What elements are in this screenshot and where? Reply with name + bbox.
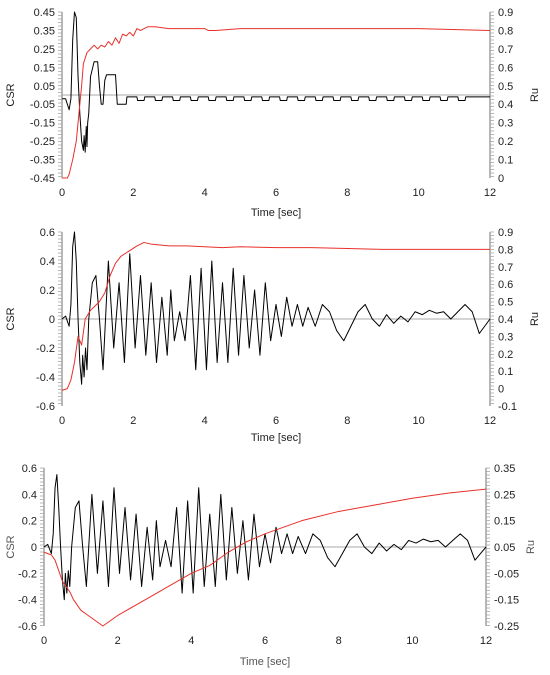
chart-3-y2-axis-title: Ru bbox=[525, 540, 537, 554]
chart-3-y-tick-label: -0.2 bbox=[18, 568, 37, 580]
chart-2-y-tick-label: 0 bbox=[49, 314, 55, 326]
chart-1-y2-axis-title: Ru bbox=[529, 88, 541, 102]
chart-1-y-tick-label: 0.25 bbox=[34, 44, 55, 56]
chart-3-y-tick-label: -0.4 bbox=[18, 595, 37, 607]
chart-2-x-tick-label: 6 bbox=[273, 415, 279, 427]
chart-3-x-tick-label: 6 bbox=[262, 635, 268, 647]
chart-2-y2-tick-label: 0.3 bbox=[498, 331, 513, 343]
chart-3-x-tick-label: 2 bbox=[115, 635, 121, 647]
chart-1-y-tick-label: 0.35 bbox=[34, 25, 55, 37]
chart-2-y-tick-label: -0.6 bbox=[36, 401, 55, 413]
chart-2-y-tick-label: 0.4 bbox=[40, 256, 55, 268]
chart-2-y2-tick-label: 0 bbox=[498, 384, 504, 396]
chart-1-y2-tick-label: 0.8 bbox=[498, 25, 513, 37]
chart-1-y2-tick-label: 0.4 bbox=[498, 99, 513, 111]
chart-1-y2-tick-label: 0 bbox=[498, 173, 504, 185]
chart-3-y2-tick-label: -0.05 bbox=[494, 568, 519, 580]
chart-2-y-tick-label: -0.2 bbox=[36, 343, 55, 355]
chart-2-y2-tick-label: 0.5 bbox=[498, 297, 513, 309]
chart-1-series-csr-line bbox=[62, 11, 490, 153]
chart-1-y-tick-label: -0.45 bbox=[30, 173, 55, 185]
chart-1-x-tick-label: 4 bbox=[202, 187, 208, 199]
chart-3-y2-tick-label: 0.15 bbox=[494, 516, 515, 528]
chart-3-x-tick-label: 4 bbox=[188, 635, 194, 647]
chart-2-x-tick-label: 0 bbox=[59, 415, 65, 427]
chart-2-x-tick-label: 10 bbox=[413, 415, 425, 427]
chart-1-x-axis-title: Time [sec] bbox=[251, 207, 301, 219]
chart-1-y2-tick-label: 0.2 bbox=[498, 136, 513, 148]
chart-3: 0.6 0.4 0.2 0 -0.2 -0.4 -0.6 0.35 0.25 0.15 0.05 -0… bbox=[5, 463, 537, 668]
chart-2: 0.6 0.4 0.2 0 -0.2 -0.4 -0.6 0.9 0.8 0.7 0.6 0.5 0.4… bbox=[5, 227, 541, 444]
chart-2-x-tick-label: 8 bbox=[344, 415, 350, 427]
chart-3-y-tick-label: 0.4 bbox=[22, 489, 37, 501]
chart-1-x-tick-label: 10 bbox=[413, 187, 425, 199]
chart-2-series-csr-line bbox=[61, 231, 491, 385]
chart-1-y-axis-title: CSR bbox=[5, 83, 17, 106]
chart-3-y-tick-label: 0 bbox=[31, 542, 37, 554]
chart-1-series-ru-line bbox=[62, 26, 491, 179]
chart-3-series-ru-line bbox=[43, 488, 487, 627]
chart-1-x-tick-label: 8 bbox=[344, 187, 350, 199]
chart-2-y2-tick-label: 0.1 bbox=[498, 366, 513, 378]
chart-3-y-axis-title: CSR bbox=[5, 535, 17, 558]
chart-1-y2-tick-label: 0.6 bbox=[498, 62, 513, 74]
chart-2-y2-tick-label: 0.6 bbox=[498, 279, 513, 291]
chart-3-y-tick-label: -0.6 bbox=[18, 621, 37, 633]
chart-3-x-tick-label: 10 bbox=[406, 635, 418, 647]
chart-1-x-tick-label: 6 bbox=[273, 187, 279, 199]
chart-1-x-tick-label: 2 bbox=[130, 187, 136, 199]
chart-3-y2-tick-label: 0.05 bbox=[494, 542, 515, 554]
chart-3-x-tick-label: 8 bbox=[336, 635, 342, 647]
chart-2-x-tick-label: 12 bbox=[484, 415, 496, 427]
chart-2-y-tick-label: 0.6 bbox=[40, 227, 55, 239]
chart-2-x-tick-label: 2 bbox=[130, 415, 136, 427]
chart-2-y2-axis-title: Ru bbox=[529, 312, 541, 326]
chart-3-y2-tick-label: 0.35 bbox=[494, 463, 515, 475]
chart-1-y-tick-label: -0.25 bbox=[30, 136, 55, 148]
chart-2-y-tick-label: -0.4 bbox=[36, 372, 55, 384]
chart-2-y2-tick-label: 0.2 bbox=[498, 349, 513, 361]
chart-3-series-csr-line bbox=[43, 474, 487, 601]
chart-3-y-tick-label: 0.2 bbox=[22, 516, 37, 528]
chart-1-y-tick-label: 0.45 bbox=[34, 7, 55, 19]
chart-2-series-ru-line bbox=[61, 241, 490, 391]
chart-2-x-tick-label: 4 bbox=[202, 415, 208, 427]
chart-3-y2-tick-label: -0.15 bbox=[494, 595, 519, 607]
chart-1-y2-tick-label: 0.9 bbox=[498, 7, 513, 19]
chart-2-y2-tick-label: 0.8 bbox=[498, 244, 513, 256]
chart-1-x-tick-label: 12 bbox=[484, 187, 496, 199]
chart-2-y-axis-title: CSR bbox=[5, 307, 17, 330]
chart-1-y-tick-label: 0.05 bbox=[34, 81, 55, 93]
chart-2-y-tick-label: 0.2 bbox=[40, 285, 55, 297]
chart-2-y2-tick-label: 0.7 bbox=[498, 262, 513, 274]
chart-1-x-tick-label: 0 bbox=[59, 187, 65, 199]
chart-1-y2-tick-label: 0.7 bbox=[498, 44, 513, 56]
chart-2-y2-tick-label: -0.1 bbox=[498, 401, 517, 413]
chart-1-y2-tick-label: 0.3 bbox=[498, 118, 513, 130]
chart-1-y2-tick-label: 0.1 bbox=[498, 155, 513, 167]
chart-1-y-tick-label: -0.05 bbox=[30, 99, 55, 111]
chart-3-x-axis-title: Time [sec] bbox=[240, 656, 290, 668]
chart-3-y2-tick-label: -0.25 bbox=[494, 621, 519, 633]
chart-2-x-axis-title: Time [sec] bbox=[251, 432, 301, 444]
chart-1: 0.45 0.35 0.25 0.15 0.05 -0.05 -0.15 -0.25 -0.35… bbox=[5, 7, 541, 219]
chart-2-y2-tick-label: 0.9 bbox=[498, 227, 513, 239]
chart-2-y2-tick-label: 0.4 bbox=[498, 314, 513, 326]
chart-3-y2-tick-label: 0.25 bbox=[494, 489, 515, 501]
chart-1-y-tick-label: -0.15 bbox=[30, 118, 55, 130]
chart-1-y-tick-label: -0.35 bbox=[30, 155, 55, 167]
chart-3-x-tick-label: 0 bbox=[41, 635, 47, 647]
chart-1-y-tick-label: 0.15 bbox=[34, 62, 55, 74]
chart-3-x-tick-label: 12 bbox=[480, 635, 492, 647]
chart-1-y2-tick-label: 0.5 bbox=[498, 81, 513, 93]
chart-3-y-tick-label: 0.6 bbox=[22, 463, 37, 475]
